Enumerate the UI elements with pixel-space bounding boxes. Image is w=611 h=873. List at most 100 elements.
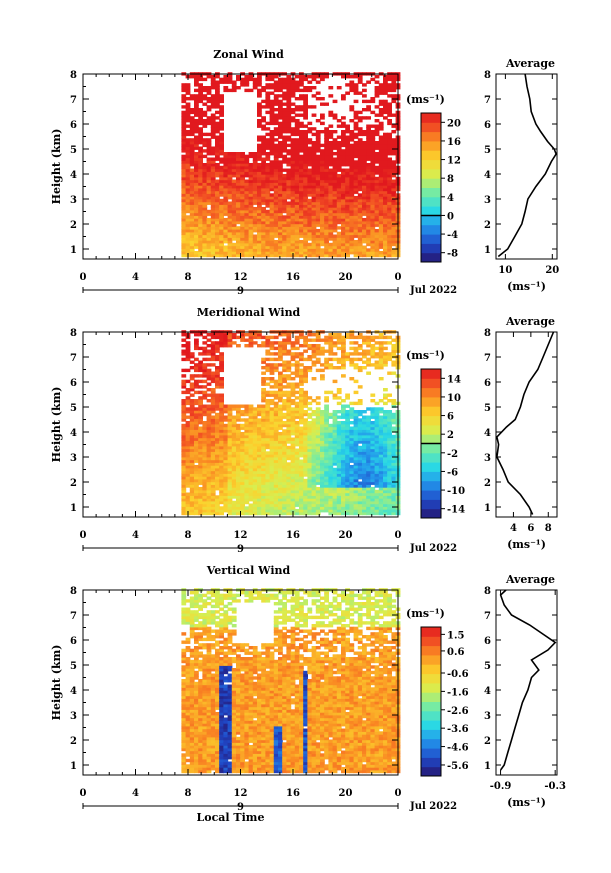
colorbar-tick-label: -8 (447, 249, 458, 260)
y-tick-label: 3 (70, 711, 77, 722)
colorbar-tick-label: 1.5 (447, 630, 464, 641)
average-y-tick-label: 6 (484, 120, 491, 131)
x-tick-label: 12 (234, 530, 248, 541)
x-tick-label: 4 (132, 530, 139, 541)
colorbar-tick-label: 0 (447, 211, 454, 222)
average-profile: Average 1 2 3 4 5 6 7 8 10 20 (ms⁻¹) (484, 57, 559, 293)
colorbar-swatch (421, 387, 441, 398)
average-profile-line (497, 73, 557, 258)
colorbar-swatch (421, 434, 441, 444)
y-tick-label: 5 (70, 403, 77, 414)
average-y-tick-label: 2 (484, 736, 491, 747)
colorbar-swatch (421, 710, 441, 721)
colorbar-tick-label: -4.6 (447, 743, 469, 754)
average-y-tick-label: 7 (484, 95, 491, 106)
colorbar-swatch (421, 664, 441, 675)
colorbar-swatch (421, 692, 441, 702)
colorbar-swatch (421, 369, 441, 379)
panel-title: Zonal Wind (213, 48, 284, 61)
date-label: Jul 2022 (409, 543, 457, 554)
average-x-label: (ms⁻¹) (507, 538, 546, 551)
day-label: 9 (237, 802, 244, 813)
average-y-tick-label: 2 (484, 478, 491, 489)
average-title: Average (505, 573, 555, 586)
average-y-tick-label: 7 (484, 353, 491, 364)
colorbar-swatch (421, 131, 441, 142)
average-x-tick-label: 4 (510, 523, 517, 534)
colorbar-swatch (421, 396, 441, 407)
colorbar-swatch (421, 645, 441, 656)
colorbar-tick-label: -2.6 (447, 706, 469, 717)
y-axis-label: Height (km) (50, 645, 63, 721)
y-tick-label: 1 (70, 761, 77, 772)
average-x-label: (ms⁻¹) (507, 280, 546, 293)
x-tick-label: 16 (286, 272, 300, 283)
average-y-tick-label: 6 (484, 636, 491, 647)
y-tick-label: 8 (70, 586, 77, 597)
colorbar-swatch (421, 252, 441, 263)
x-tick-label: 16 (286, 788, 300, 799)
colorbar: -5.6 -4.6 -3.6 -2.6 -1.6 -0.6 0.6 1.5(ms⁻¹) (406, 607, 469, 777)
x-tick-label: 8 (185, 788, 192, 799)
y-tick-label: 3 (70, 453, 77, 464)
colorbar-tick-label: -10 (447, 486, 465, 497)
x-tick-label: 0 (395, 272, 402, 283)
colorbar: -14 -10 -6 -2 2 6 10 14 (ms⁻¹) (406, 349, 465, 519)
y-tick-label: 7 (70, 95, 77, 106)
colorbar-tick-label: -3.6 (447, 724, 469, 735)
x-tick-label: 4 (132, 788, 139, 799)
average-y-tick-label: 3 (484, 453, 491, 464)
heatmap-cells (181, 330, 401, 516)
colorbar-swatch (421, 757, 441, 768)
colorbar-swatch (421, 159, 441, 170)
colorbar-unit: (ms⁻¹) (406, 349, 445, 362)
colorbar-swatch (421, 729, 441, 740)
y-tick-label: 8 (70, 70, 77, 81)
y-tick-label: 6 (70, 378, 77, 389)
colorbar-tick-label: 6 (447, 412, 454, 423)
colorbar-tick-label: 16 (447, 137, 461, 148)
average-y-tick-label: 8 (484, 328, 491, 339)
colorbar-swatch (421, 471, 441, 482)
colorbar-swatch (421, 636, 441, 647)
average-y-tick-label: 8 (484, 70, 491, 81)
x-tick-label: 20 (339, 272, 353, 283)
colorbar-unit: (ms⁻¹) (406, 93, 445, 106)
average-x-tick-label: 20 (545, 265, 559, 276)
colorbar-tick-label: 12 (447, 156, 461, 167)
average-profile: Average 1 2 3 4 5 6 7 8 -0.9 -0.3 (ms⁻¹) (484, 573, 566, 809)
colorbar-swatch (421, 748, 441, 758)
x-tick-label: 0 (80, 788, 87, 799)
y-tick-label: 4 (70, 170, 77, 181)
average-x-tick-label: 10 (498, 265, 512, 276)
colorbar-tick-label: 0.6 (447, 647, 464, 658)
average-x-tick-label: 8 (545, 523, 552, 534)
average-y-tick-label: 4 (484, 428, 491, 439)
colorbar-swatch (421, 499, 441, 510)
colorbar-swatch (421, 406, 441, 417)
y-tick-label: 6 (70, 636, 77, 647)
colorbar-swatch (421, 140, 441, 151)
colorbar-swatch (421, 673, 441, 684)
average-y-tick-label: 3 (484, 711, 491, 722)
average-y-tick-label: 1 (484, 761, 491, 772)
y-tick-label: 3 (70, 195, 77, 206)
colorbar-swatch (421, 178, 441, 188)
day-label: 9 (237, 544, 244, 555)
average-frame (495, 73, 558, 260)
average-y-tick-label: 3 (484, 195, 491, 206)
average-profile-line (496, 331, 555, 515)
y-tick-label: 4 (70, 686, 77, 697)
colorbar-swatch (421, 206, 441, 216)
average-y-tick-label: 6 (484, 378, 491, 389)
average-y-tick-label: 5 (484, 145, 491, 156)
y-tick-label: 7 (70, 353, 77, 364)
y-tick-label: 2 (70, 736, 77, 747)
y-tick-label: 5 (70, 145, 77, 156)
colorbar-swatch (421, 113, 441, 123)
colorbar-swatch (421, 378, 441, 389)
colorbar-swatch (421, 490, 441, 500)
